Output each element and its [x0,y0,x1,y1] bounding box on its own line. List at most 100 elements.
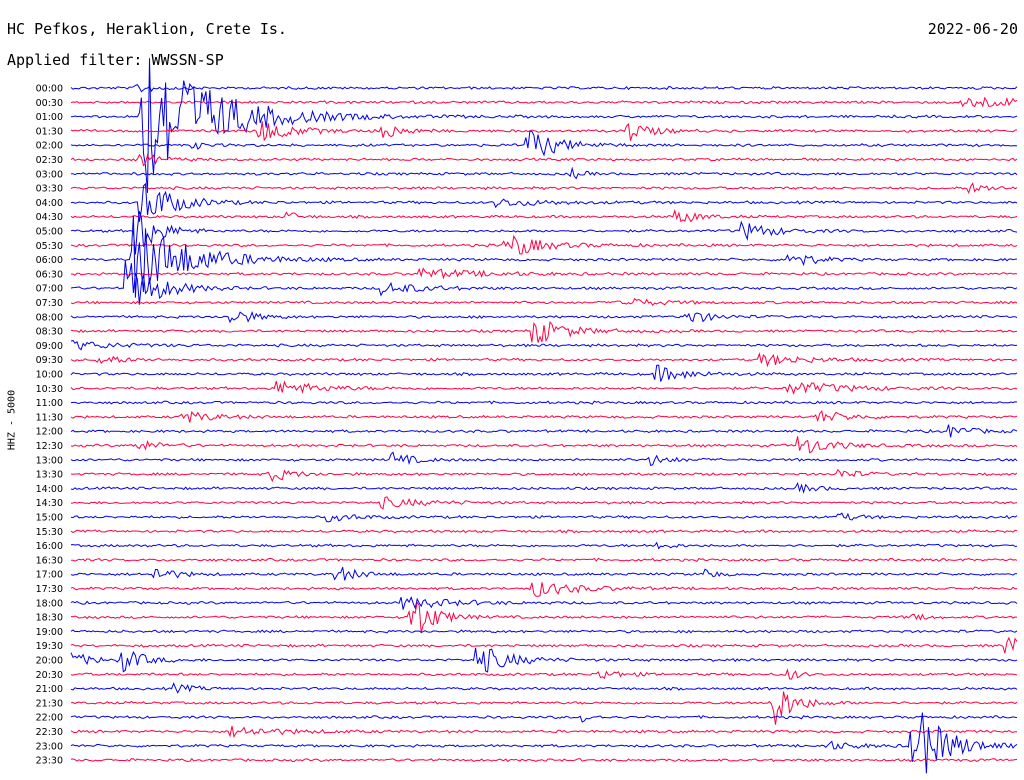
row-time-label: 20:30 [36,670,63,681]
trace-row [70,468,1018,483]
row-time-label: 14:00 [36,484,63,495]
trace-row [70,496,1018,510]
row-time-label: 02:30 [36,155,63,166]
row-time-label: 09:30 [36,355,63,366]
row-time-label: 20:00 [36,656,63,667]
row-time-label: 10:30 [36,384,63,395]
trace-row [70,364,1018,382]
row-time-label: 09:00 [36,341,63,352]
trace-row [70,234,1018,255]
row-time-label: 12:00 [36,427,63,438]
trace-row [70,208,1018,223]
row-time-label: 08:30 [36,327,63,338]
row-time-label: 18:00 [36,598,63,609]
trace-row [70,636,1018,654]
trace-row [70,339,1018,351]
trace-row [70,668,1018,680]
row-time-label: 06:30 [36,269,63,280]
row-time-label: 10:00 [36,370,63,381]
trace-row [70,601,1018,634]
row-time-label: 23:30 [36,756,63,767]
trace-row [70,712,1018,774]
trace-row [70,512,1018,523]
trace-row [70,691,1018,725]
row-time-label: 03:30 [36,184,63,195]
row-time-label: 11:30 [36,412,63,423]
trace-row [70,557,1018,563]
seismic-traces [70,58,1018,774]
trace-row [70,400,1018,405]
trace-row [70,541,1018,550]
trace-row [70,682,1018,694]
row-time-label: 06:00 [36,255,63,266]
trace-row [70,352,1018,368]
row-time-label: 04:30 [36,212,63,223]
row-time-label: 11:00 [36,398,63,409]
trace-row [70,424,1018,438]
trace-row [70,153,1018,167]
row-time-label: 17:30 [36,584,63,595]
trace-row [70,297,1018,307]
row-time-label: 22:30 [36,727,63,738]
row-time-label: 15:30 [36,527,63,538]
row-time-label: 02:00 [36,141,63,152]
row-time-label: 19:00 [36,627,63,638]
trace-row [70,58,1018,193]
row-time-label: 23:00 [36,741,63,752]
trace-row [70,481,1018,495]
trace-row [70,130,1018,157]
row-time-label: 13:00 [36,455,63,466]
trace-row [70,409,1018,423]
trace-row [70,166,1018,180]
row-time-label: 00:00 [36,84,63,95]
row-time-label: 22:00 [36,713,63,724]
trace-row [70,260,1018,305]
trace-row [70,629,1018,634]
trace-row [70,380,1018,395]
trace-row [70,96,1018,108]
time-tick-labels: 00:00 00:30 01:00 01:30 02:00 02:30 03:00 03:30… [36,84,63,767]
station-title: HC Pefkos, Heraklion, Crete Is. [7,20,287,38]
trace-row [70,451,1018,467]
trace-row [70,211,1018,255]
row-time-label: 08:00 [36,312,63,323]
trace-row [70,567,1018,581]
row-time-label: 01:00 [36,112,63,123]
trace-row [71,267,1018,280]
row-time-label: 05:30 [36,241,63,252]
row-time-label: 13:30 [36,470,63,481]
trace-row [70,182,1018,222]
row-time-label: 03:00 [36,169,63,180]
trace-row [70,596,1018,610]
trace-row [70,215,1018,298]
trace-row [70,529,1018,534]
trace-row [70,121,1018,142]
row-time-label: 14:30 [36,498,63,509]
trace-row [70,321,1018,343]
trace-row [70,725,1017,739]
row-time-label: 07:00 [36,284,63,295]
row-time-label: 16:30 [36,555,63,566]
trace-row [70,83,1018,93]
row-time-label: 01:30 [36,126,63,137]
trace-row [70,647,1018,673]
row-time-label: 21:30 [36,698,63,709]
trace-row [70,757,1018,763]
row-time-label: 16:00 [36,541,63,552]
row-time-label: 05:00 [36,227,63,238]
row-time-label: 21:00 [36,684,63,695]
filter-label: Applied filter: WWSSN-SP [7,51,224,69]
trace-row [70,582,1017,597]
row-time-label: 17:00 [36,570,63,581]
row-time-label: 04:00 [36,198,63,209]
row-time-label: 18:30 [36,613,63,624]
trace-row [70,436,1018,454]
row-time-label: 07:30 [36,298,63,309]
row-time-label: 15:00 [36,513,63,524]
record-date: 2022-06-20 [927,20,1018,38]
trace-row [70,311,1018,324]
trace-row [70,715,1018,723]
row-time-label: 00:30 [36,98,63,109]
row-time-label: 12:30 [36,441,63,452]
